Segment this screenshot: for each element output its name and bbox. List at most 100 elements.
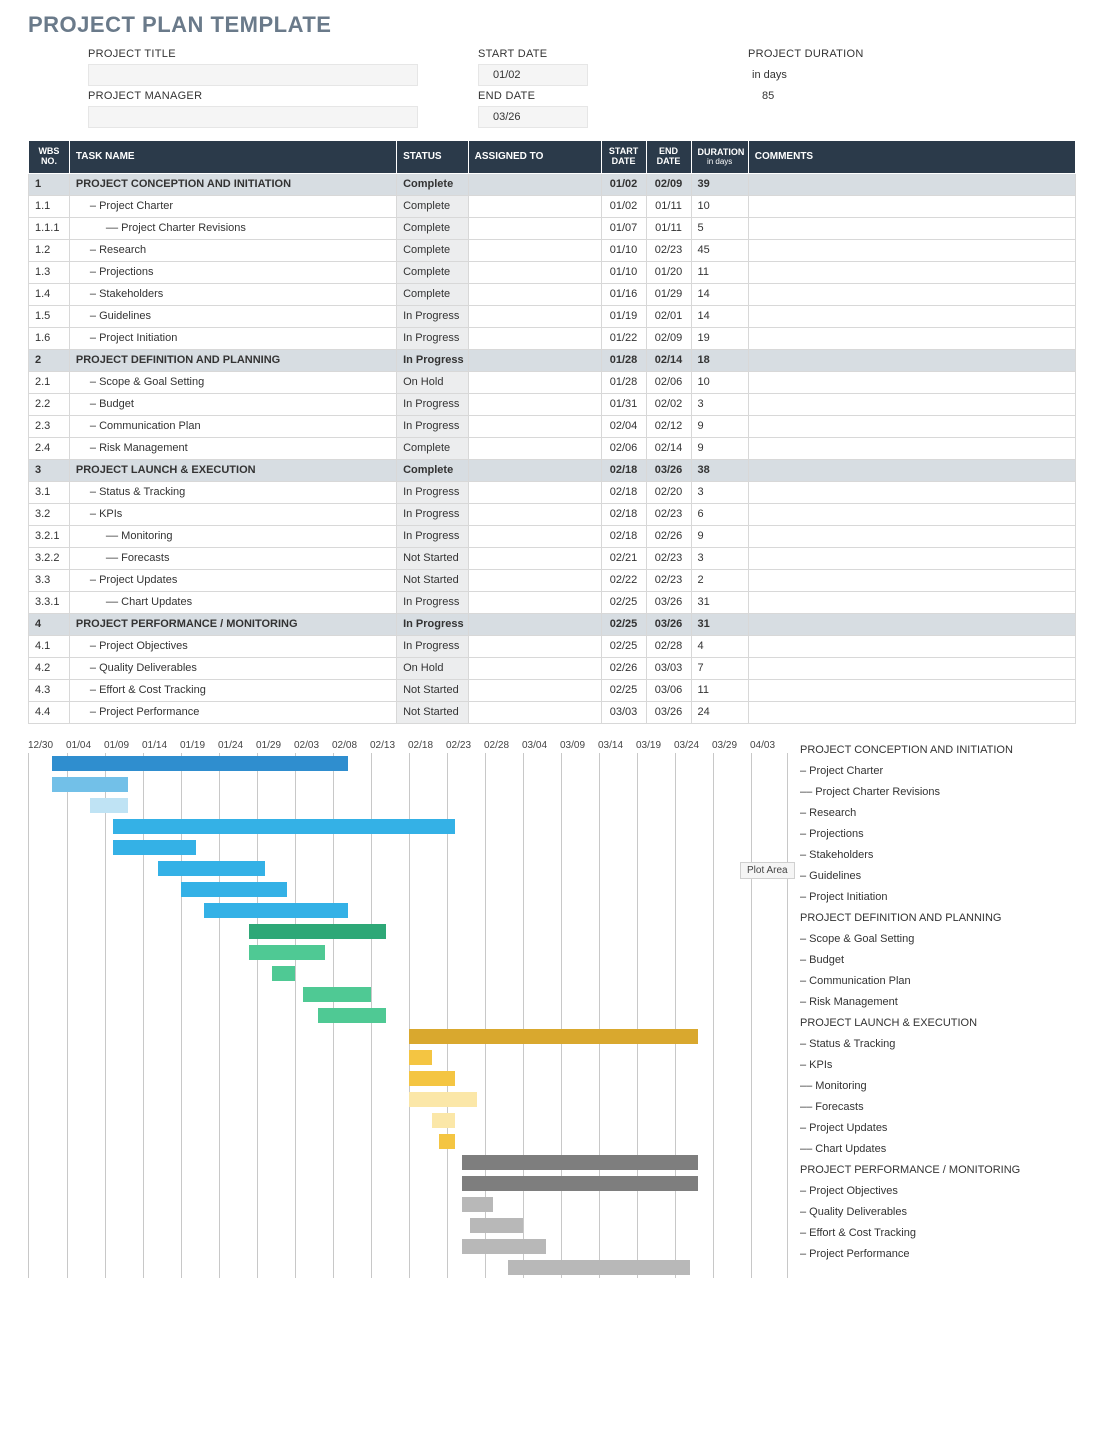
cell-duration[interactable]: 5	[691, 217, 748, 239]
cell-task[interactable]: PROJECT LAUNCH & EXECUTION	[69, 459, 396, 481]
cell-end[interactable]: 02/14	[646, 437, 691, 459]
cell-comments[interactable]	[748, 327, 1075, 349]
cell-assigned[interactable]	[468, 525, 601, 547]
cell-assigned[interactable]	[468, 547, 601, 569]
cell-end[interactable]: 02/28	[646, 635, 691, 657]
cell-duration[interactable]: 19	[691, 327, 748, 349]
cell-status[interactable]: In Progress	[397, 349, 469, 371]
cell-status[interactable]: Complete	[397, 283, 469, 305]
cell-duration[interactable]: 24	[691, 701, 748, 723]
cell-wbs[interactable]: 1	[29, 173, 70, 195]
cell-comments[interactable]	[748, 415, 1075, 437]
cell-assigned[interactable]	[468, 569, 601, 591]
cell-start[interactable]: 02/18	[601, 503, 646, 525]
cell-wbs[interactable]: 1.3	[29, 261, 70, 283]
cell-status[interactable]: Complete	[397, 239, 469, 261]
cell-assigned[interactable]	[468, 305, 601, 327]
cell-assigned[interactable]	[468, 283, 601, 305]
cell-comments[interactable]	[748, 635, 1075, 657]
cell-task[interactable]: –– Monitoring	[69, 525, 396, 547]
cell-start[interactable]: 01/22	[601, 327, 646, 349]
cell-wbs[interactable]: 2.1	[29, 371, 70, 393]
cell-comments[interactable]	[748, 481, 1075, 503]
cell-duration[interactable]: 31	[691, 613, 748, 635]
cell-start[interactable]: 01/07	[601, 217, 646, 239]
cell-end[interactable]: 03/26	[646, 459, 691, 481]
cell-duration[interactable]: 3	[691, 393, 748, 415]
cell-task[interactable]: – Projections	[69, 261, 396, 283]
cell-duration[interactable]: 4	[691, 635, 748, 657]
cell-wbs[interactable]: 2.4	[29, 437, 70, 459]
cell-duration[interactable]: 2	[691, 569, 748, 591]
cell-comments[interactable]	[748, 349, 1075, 371]
cell-end[interactable]: 03/26	[646, 701, 691, 723]
cell-assigned[interactable]	[468, 239, 601, 261]
cell-comments[interactable]	[748, 679, 1075, 701]
cell-comments[interactable]	[748, 701, 1075, 723]
cell-status[interactable]: Not Started	[397, 547, 469, 569]
cell-wbs[interactable]: 4.2	[29, 657, 70, 679]
cell-end[interactable]: 02/23	[646, 547, 691, 569]
cell-comments[interactable]	[748, 239, 1075, 261]
cell-task[interactable]: – Scope & Goal Setting	[69, 371, 396, 393]
cell-end[interactable]: 02/23	[646, 569, 691, 591]
cell-comments[interactable]	[748, 657, 1075, 679]
start-date-input[interactable]: 01/02	[478, 64, 588, 86]
cell-start[interactable]: 02/18	[601, 459, 646, 481]
cell-duration[interactable]: 18	[691, 349, 748, 371]
cell-duration[interactable]: 45	[691, 239, 748, 261]
cell-status[interactable]: In Progress	[397, 481, 469, 503]
cell-assigned[interactable]	[468, 217, 601, 239]
cell-start[interactable]: 01/28	[601, 349, 646, 371]
cell-task[interactable]: – KPIs	[69, 503, 396, 525]
cell-wbs[interactable]: 1.1	[29, 195, 70, 217]
cell-wbs[interactable]: 3.2.1	[29, 525, 70, 547]
cell-status[interactable]: In Progress	[397, 635, 469, 657]
cell-end[interactable]: 02/14	[646, 349, 691, 371]
cell-task[interactable]: PROJECT CONCEPTION AND INITIATION	[69, 173, 396, 195]
cell-end[interactable]: 02/23	[646, 239, 691, 261]
cell-status[interactable]: Complete	[397, 261, 469, 283]
cell-wbs[interactable]: 1.4	[29, 283, 70, 305]
cell-duration[interactable]: 9	[691, 525, 748, 547]
cell-comments[interactable]	[748, 459, 1075, 481]
cell-wbs[interactable]: 1.5	[29, 305, 70, 327]
cell-assigned[interactable]	[468, 415, 601, 437]
cell-comments[interactable]	[748, 283, 1075, 305]
cell-end[interactable]: 02/26	[646, 525, 691, 547]
cell-status[interactable]: Complete	[397, 173, 469, 195]
cell-comments[interactable]	[748, 173, 1075, 195]
cell-duration[interactable]: 6	[691, 503, 748, 525]
cell-wbs[interactable]: 4.3	[29, 679, 70, 701]
cell-end[interactable]: 02/09	[646, 173, 691, 195]
cell-task[interactable]: – Effort & Cost Tracking	[69, 679, 396, 701]
cell-assigned[interactable]	[468, 371, 601, 393]
cell-status[interactable]: Complete	[397, 459, 469, 481]
cell-assigned[interactable]	[468, 657, 601, 679]
cell-status[interactable]: On Hold	[397, 371, 469, 393]
cell-wbs[interactable]: 4	[29, 613, 70, 635]
cell-wbs[interactable]: 3.2.2	[29, 547, 70, 569]
cell-task[interactable]: – Research	[69, 239, 396, 261]
cell-assigned[interactable]	[468, 701, 601, 723]
cell-status[interactable]: In Progress	[397, 393, 469, 415]
cell-duration[interactable]: 10	[691, 195, 748, 217]
cell-start[interactable]: 01/02	[601, 173, 646, 195]
cell-task[interactable]: – Guidelines	[69, 305, 396, 327]
cell-assigned[interactable]	[468, 195, 601, 217]
cell-start[interactable]: 02/26	[601, 657, 646, 679]
cell-start[interactable]: 02/18	[601, 481, 646, 503]
cell-comments[interactable]	[748, 525, 1075, 547]
cell-status[interactable]: In Progress	[397, 591, 469, 613]
cell-assigned[interactable]	[468, 173, 601, 195]
cell-comments[interactable]	[748, 261, 1075, 283]
cell-assigned[interactable]	[468, 327, 601, 349]
cell-start[interactable]: 02/25	[601, 613, 646, 635]
cell-comments[interactable]	[748, 393, 1075, 415]
cell-assigned[interactable]	[468, 635, 601, 657]
cell-start[interactable]: 01/02	[601, 195, 646, 217]
cell-start[interactable]: 01/31	[601, 393, 646, 415]
cell-task[interactable]: – Project Performance	[69, 701, 396, 723]
cell-wbs[interactable]: 2	[29, 349, 70, 371]
cell-duration[interactable]: 31	[691, 591, 748, 613]
